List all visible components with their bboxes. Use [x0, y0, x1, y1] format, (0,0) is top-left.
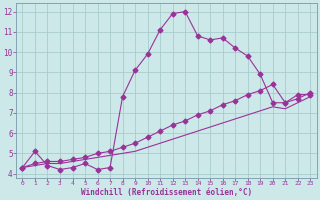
X-axis label: Windchill (Refroidissement éolien,°C): Windchill (Refroidissement éolien,°C): [81, 188, 252, 197]
